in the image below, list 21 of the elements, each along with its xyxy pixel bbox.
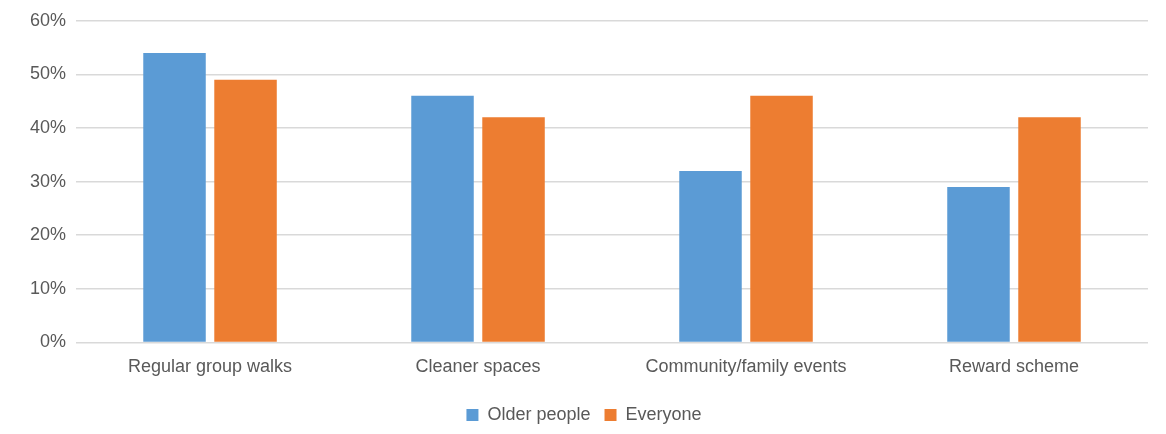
bar xyxy=(214,79,277,342)
x-tick-label: Cleaner spaces xyxy=(415,356,541,377)
bar xyxy=(750,95,813,342)
bar xyxy=(482,117,545,342)
y-tick-label: 10% xyxy=(30,277,67,298)
bar xyxy=(1018,117,1081,342)
x-tick-label: Regular group walks xyxy=(127,356,293,377)
y-tick-label: 30% xyxy=(30,170,67,191)
x-tick-label: Reward scheme xyxy=(948,356,1080,377)
legend-label: Everyone xyxy=(625,403,702,424)
bar xyxy=(947,186,1010,342)
bar xyxy=(143,52,206,342)
legend-label: Older people xyxy=(487,403,591,424)
y-tick-label: 50% xyxy=(30,63,67,84)
y-tick-label: 40% xyxy=(30,116,67,137)
bar xyxy=(411,95,474,342)
y-tick-label: 0% xyxy=(40,331,67,352)
y-tick-label: 20% xyxy=(30,224,67,245)
y-tick-label: 60% xyxy=(30,9,67,30)
x-tick-label: Community/family events xyxy=(645,356,847,377)
bar xyxy=(679,170,742,342)
